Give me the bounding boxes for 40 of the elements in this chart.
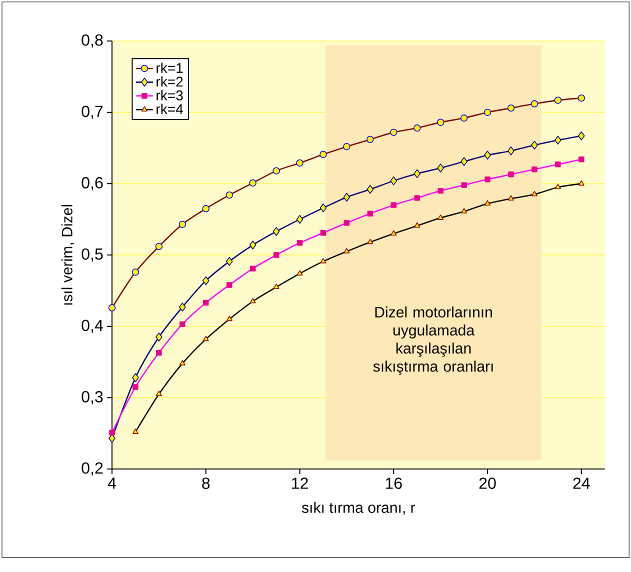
- x-tick-label: 24: [573, 478, 590, 489]
- y-tick-label: 0,3: [82, 391, 103, 404]
- y-tick-label: 0,6: [82, 177, 103, 190]
- y-tick-label: 0,2: [82, 462, 103, 476]
- point: [296, 214, 304, 224]
- x-tick-label: 12: [292, 478, 308, 489]
- y-tick-label: 0,5: [82, 248, 103, 262]
- y-tick-label: 0,8: [82, 34, 103, 48]
- y-tick-label: 0,7: [82, 106, 103, 119]
- point: [320, 204, 327, 212]
- point: [343, 192, 350, 202]
- x-tick-label: 20: [479, 478, 496, 489]
- point: [414, 169, 421, 178]
- y-tick-label: 0,4: [82, 320, 103, 333]
- y-axis-title: ısıl verim, Dizel: [61, 204, 74, 305]
- point: [178, 302, 186, 312]
- point: [390, 176, 398, 186]
- band-label: Dizel motorlarının uygulamada karşılaşılan sıkıştırma oranları: [373, 306, 493, 375]
- point: [531, 140, 538, 150]
- point: [437, 164, 444, 172]
- x-axis-title: sıkı tırma oranı, r: [302, 502, 416, 515]
- point: [249, 240, 256, 250]
- point: [460, 157, 468, 166]
- point: [554, 136, 562, 145]
- x-tick-label: 4: [108, 478, 116, 489]
- point: [484, 150, 491, 160]
- legend-label: rk=2: [156, 76, 183, 87]
- point: [226, 257, 233, 266]
- legend-label: rk=4: [156, 104, 184, 114]
- legend-label: rk=3: [156, 90, 183, 100]
- point: [366, 184, 374, 194]
- point: [132, 373, 139, 382]
- point: [578, 131, 585, 140]
- point: [156, 332, 162, 342]
- point: [202, 276, 210, 286]
- x-tick-label: 16: [386, 478, 402, 489]
- legend-label: rk=1: [156, 62, 183, 73]
- point: [508, 146, 514, 156]
- point: [272, 227, 280, 236]
- x-tick-label: 8: [202, 478, 210, 489]
